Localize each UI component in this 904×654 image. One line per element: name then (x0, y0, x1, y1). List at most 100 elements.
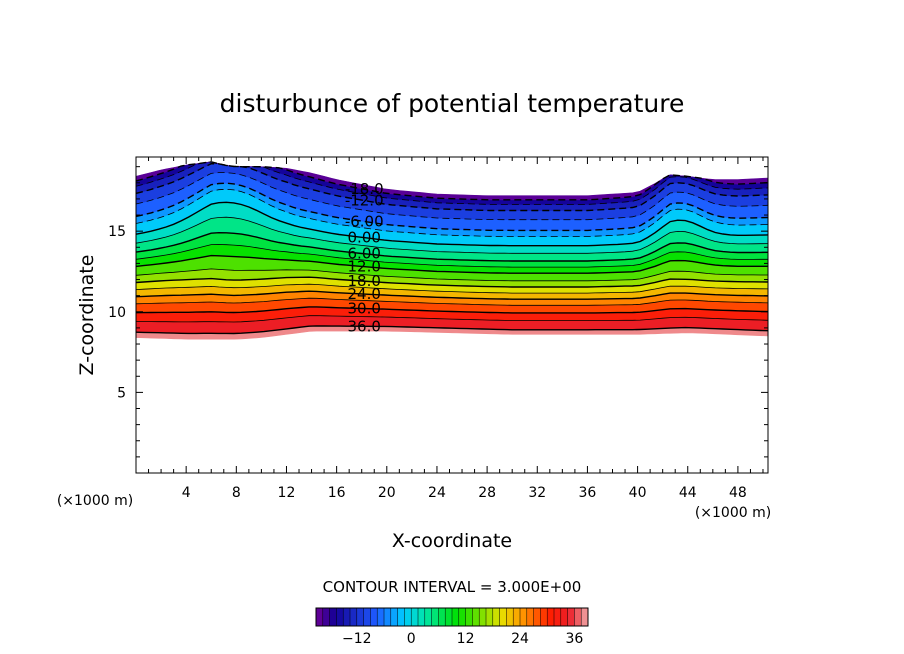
contour-line (136, 283, 768, 294)
colorbar-cell (533, 608, 541, 626)
x-tick-label: 20 (378, 485, 396, 501)
contour-line (136, 325, 768, 335)
colorbar-cell (329, 608, 337, 626)
x-unit-label: (×1000 m) (695, 505, 771, 521)
colorbar-cell (499, 608, 507, 626)
contour-line (136, 254, 768, 274)
contour-line (136, 231, 768, 262)
y-tick-label: 15 (108, 224, 126, 240)
colorbar-cell (418, 608, 426, 626)
colorbar-cell (472, 608, 480, 626)
contour-label: -12.0 (345, 192, 384, 210)
colorbar-cell (424, 608, 432, 626)
x-tick-label: 40 (629, 485, 647, 501)
colorbar-cell (390, 608, 398, 626)
colorbar-cell (316, 608, 324, 626)
colorbar-cell (486, 608, 494, 626)
contour-line (136, 276, 768, 288)
x-tick-label: 44 (679, 485, 697, 501)
colorbar-cell (506, 608, 514, 626)
contour-line (136, 306, 768, 314)
x-tick-label: 4 (182, 485, 191, 501)
contour-line (136, 161, 768, 201)
contour-interval-text: CONTOUR INTERVAL = 3.000E+00 (323, 578, 582, 596)
colorbar-cell (554, 608, 562, 626)
colorbar-cell (322, 608, 330, 626)
contour-label: -6.00 (345, 212, 384, 230)
y-tick-label: 5 (117, 385, 126, 401)
contour-labels: -18.0-12.0 -6.000.006.0012.018.024.030.03… (345, 180, 384, 335)
colorbar-cell (513, 608, 521, 626)
x-tick-label: 28 (478, 485, 496, 501)
y-axis-title: Z-coordinate (76, 255, 98, 376)
colorbar-cell (465, 608, 473, 626)
x-tick-label: 8 (232, 485, 241, 501)
colorbar-cell (581, 608, 589, 626)
contour-line (136, 201, 768, 247)
colorbar-cell (350, 608, 358, 626)
plot-frame (135, 156, 769, 474)
colorbar-cell (445, 608, 453, 626)
colorbar-cell (397, 608, 405, 626)
contour-line (136, 244, 768, 268)
contour-line (136, 172, 768, 221)
colorbar: −12 0 12 24 36 (315, 607, 589, 647)
colorbar-cell (404, 608, 412, 626)
colorbar-cell (411, 608, 419, 626)
colorbar-cell (547, 608, 555, 626)
contour-line (136, 188, 768, 237)
contour-line (136, 290, 768, 300)
contour-label: 24.0 (348, 285, 381, 303)
contour-line (136, 315, 768, 323)
colorbar-cell (370, 608, 378, 626)
x-tick-label: 32 (528, 485, 546, 501)
colorbar-cell (384, 608, 392, 626)
colorbar-cell (479, 608, 487, 626)
colorbar-tick-label: 0 (407, 631, 416, 647)
contour-lines (136, 161, 768, 335)
z-unit-label: (×1000 m) (57, 493, 133, 509)
chart-title: disturbunce of potential temperature (220, 89, 685, 118)
contour-line (136, 216, 768, 254)
colorbar-cell (336, 608, 344, 626)
colorbar-cell (567, 608, 575, 626)
colorbar-tick-label: −12 (342, 631, 372, 647)
colorbar-tick-label: 24 (511, 631, 529, 647)
colorbar-cell (526, 608, 534, 626)
contour-line (136, 162, 768, 212)
contour-label: 30.0 (348, 300, 381, 318)
x-tick-label: 24 (428, 485, 446, 501)
contour-line (136, 297, 768, 306)
colorbar-tick-label: 12 (457, 631, 475, 647)
contour-label: -18.0 (345, 180, 384, 198)
colorbar-frame (315, 607, 589, 627)
x-axis-title: X-coordinate (392, 530, 512, 552)
x-tick-label: 12 (278, 485, 296, 501)
contour-label: 0.00 (348, 229, 381, 247)
contour-label: 12.0 (348, 258, 381, 276)
colorbar-cell (452, 608, 460, 626)
colorbar-cell (560, 608, 568, 626)
colorbar-cell (363, 608, 371, 626)
colorbar-cell (492, 608, 500, 626)
colorbar-cell (356, 608, 364, 626)
colorbar-cell (343, 608, 351, 626)
colorbar-cell (574, 608, 582, 626)
x-tick-label: 48 (729, 485, 747, 501)
colorbar-cell (377, 608, 385, 626)
y-tick-label: 10 (108, 305, 126, 321)
x-tick-label: 16 (328, 485, 346, 501)
contour-label: 36.0 (348, 317, 381, 335)
colorbar-cell (540, 608, 548, 626)
contour-label: 6.00 (348, 245, 381, 263)
colorbar-cell (458, 608, 466, 626)
colorbar-cell (520, 608, 528, 626)
colorbar-cell (431, 608, 439, 626)
colorbar-tick-label: 36 (565, 631, 583, 647)
contour-line (136, 182, 768, 232)
x-tick-label: 36 (579, 485, 597, 501)
contour-line (136, 268, 768, 282)
contour-label: 18.0 (348, 272, 381, 290)
